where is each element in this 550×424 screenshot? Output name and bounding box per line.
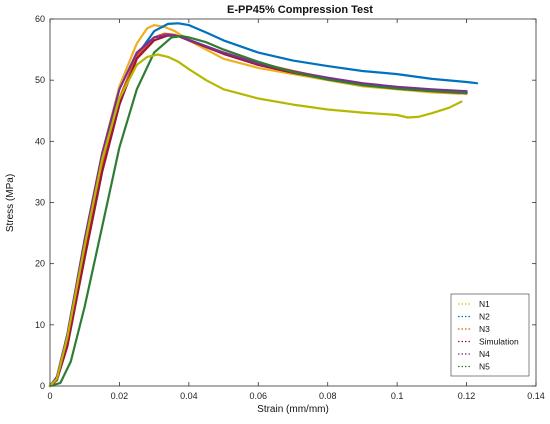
plot-area	[48, 18, 537, 388]
y-tick-label: 60	[35, 14, 45, 24]
x-tick-label: 0.04	[180, 391, 198, 401]
x-tick-label: 0	[47, 391, 52, 401]
y-tick-label: 30	[35, 198, 45, 208]
x-tick-label: 0.14	[527, 391, 545, 401]
y-tick-label: 40	[35, 136, 45, 146]
x-tick-label: 0.02	[111, 391, 129, 401]
y-tick-label: 50	[35, 75, 45, 85]
chart-title: E-PP45% Compression Test	[227, 4, 373, 16]
y-tick-label: 20	[35, 259, 45, 269]
series-line-n5	[48, 34, 468, 388]
legend-label-n1: N1	[479, 299, 490, 309]
legend-label-n3: N3	[479, 324, 490, 334]
y-tick-label: 0	[40, 381, 45, 391]
x-tick-label: 0.06	[250, 391, 268, 401]
x-axis: 0 0.02 0.04 0.06 0.08 0.1 0.12 0.14	[47, 19, 545, 401]
legend-label-n2: N2	[479, 312, 490, 322]
x-tick-label: 0.1	[391, 391, 404, 401]
x-axis-label: Strain (mm/mm)	[257, 404, 329, 415]
series-layer	[48, 22, 479, 388]
x-tick-label: 0.08	[319, 391, 337, 401]
x-tick-label: 0.12	[458, 391, 476, 401]
y-axis-label: Stress (MPa)	[5, 174, 16, 232]
legend: N1 N2 N3 Simulation N4 N5	[450, 293, 530, 377]
legend-label-n5: N5	[479, 362, 490, 372]
y-axis: 0 10 20 30 40 50 60	[35, 14, 536, 391]
y-tick-label: 10	[35, 320, 45, 330]
legend-items: N1 N2 N3 Simulation N4 N5	[458, 299, 519, 372]
legend-label-n4: N4	[479, 349, 490, 359]
series-line-unlabeled-6	[48, 53, 463, 388]
legend-label-simulation: Simulation	[479, 337, 519, 347]
legend-box	[450, 293, 530, 377]
